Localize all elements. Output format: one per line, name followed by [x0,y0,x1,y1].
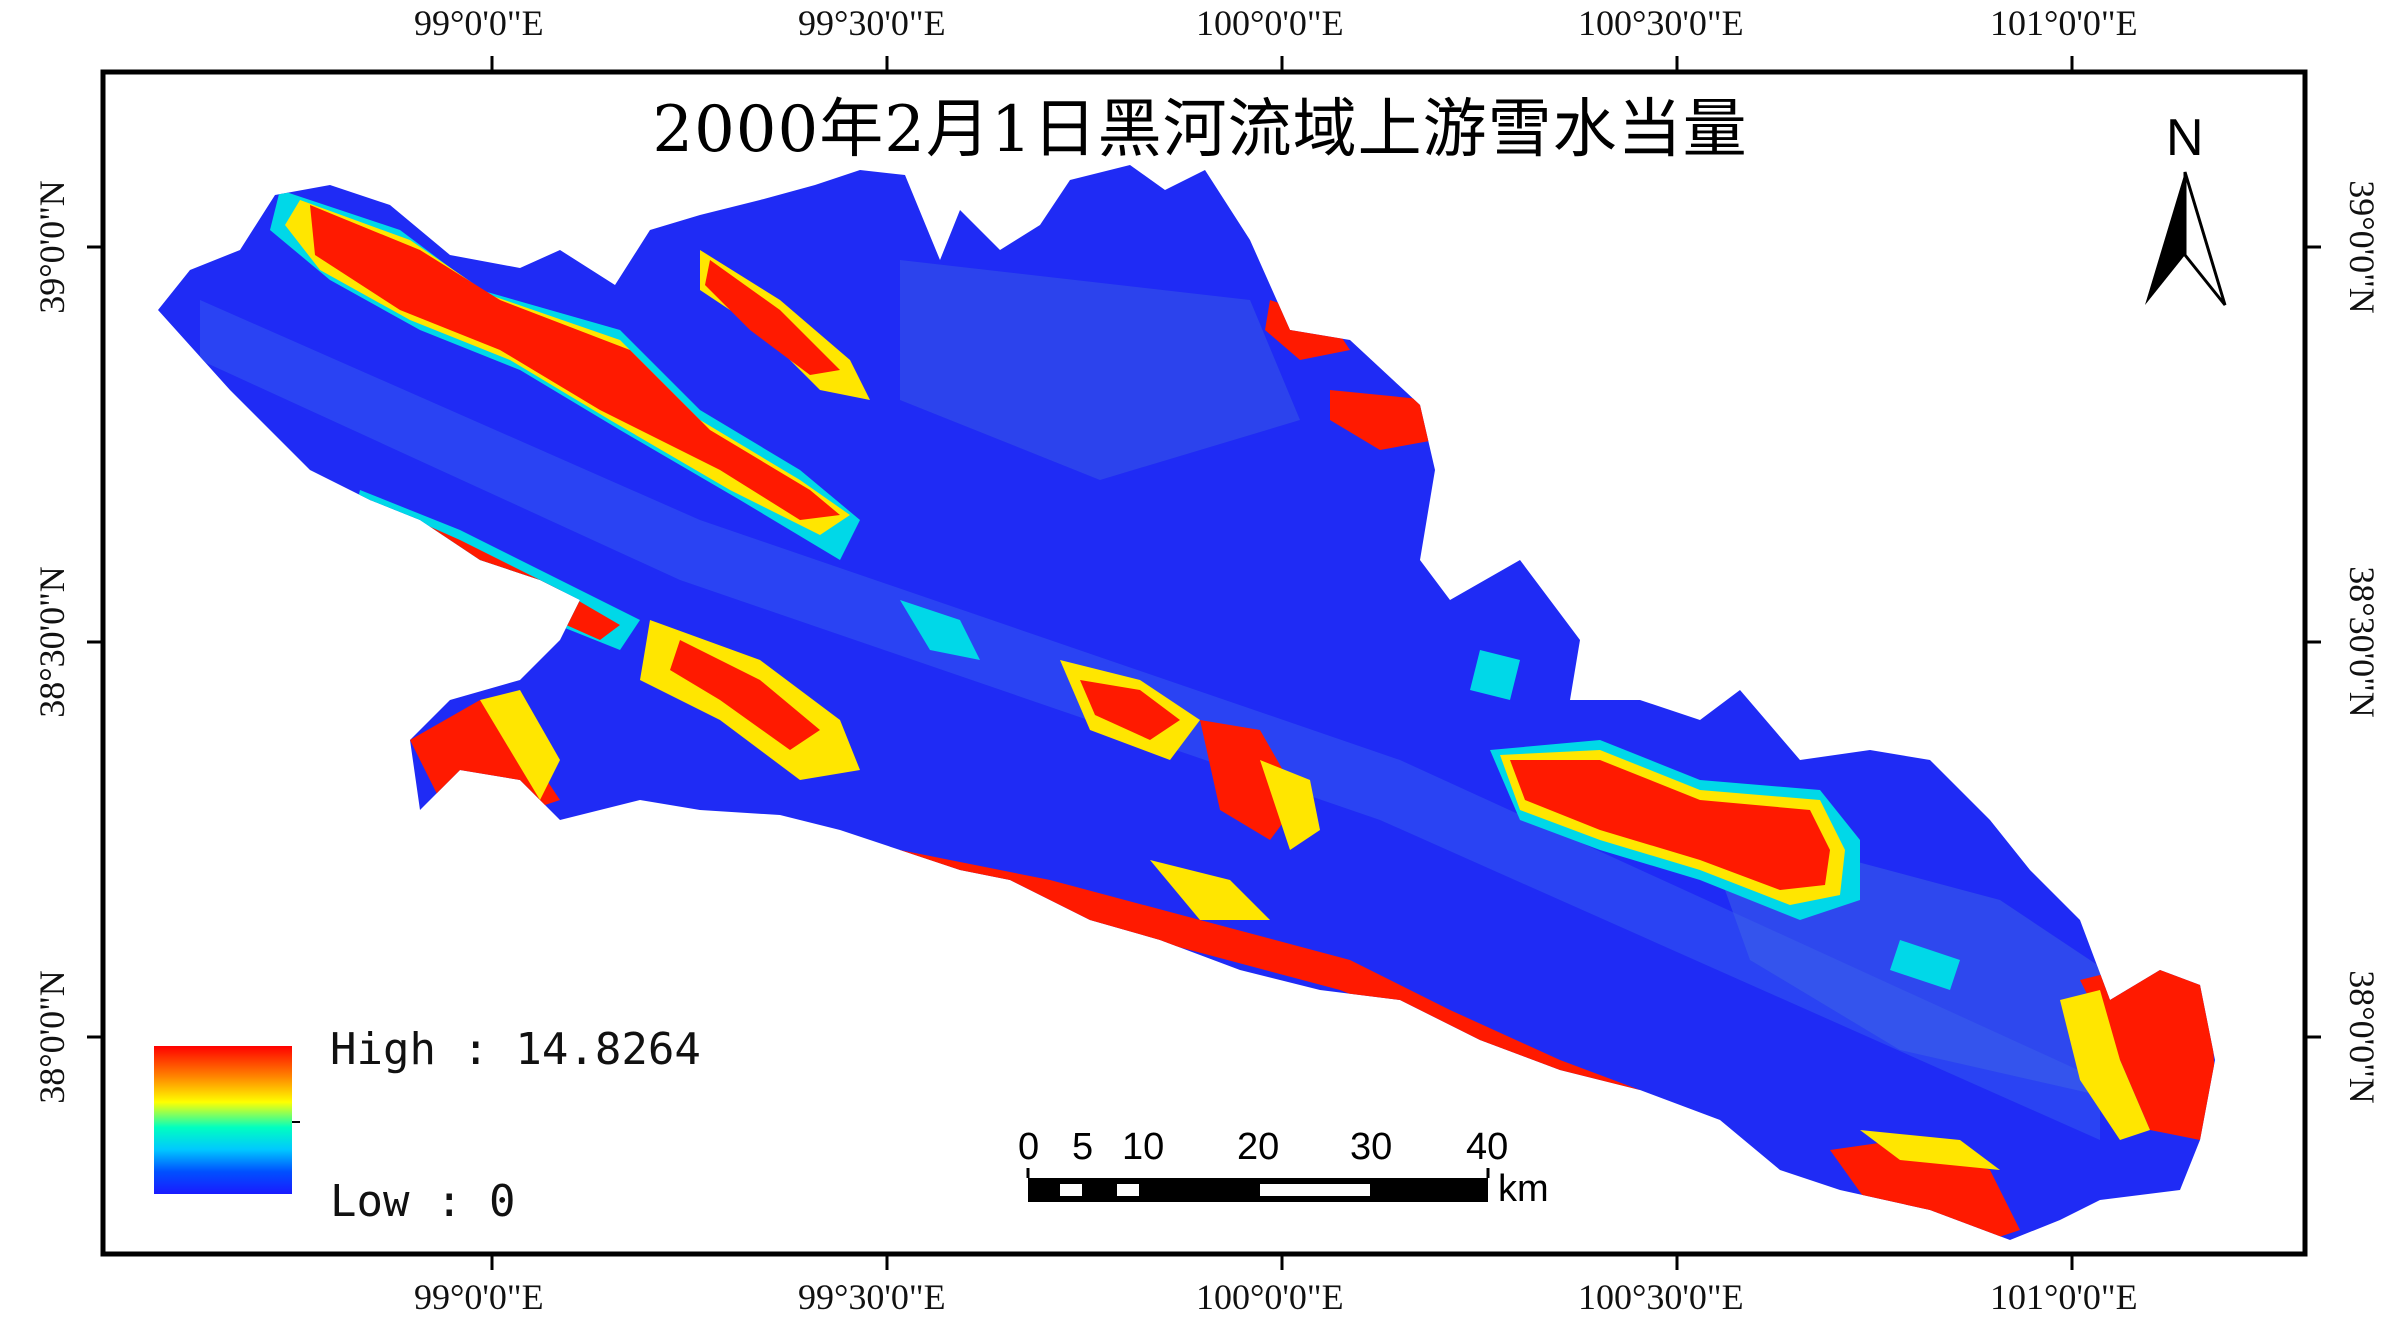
lon-label-bottom: 101°0'0"E [1990,1277,2138,1317]
lat-label-right: 38°0'0"N [2342,970,2382,1104]
lon-label-top: 99°30'0"E [798,3,946,43]
lon-label-bottom: 100°30'0"E [1578,1277,1744,1317]
scale-bar-label: 0 [1018,1126,1040,1168]
legend-color-ramp [154,1046,292,1194]
lon-label-top: 99°0'0"E [414,3,544,43]
north-arrow-label: N [2166,109,2204,167]
lat-label-right: 39°0'0"N [2342,180,2382,314]
graticule-ticks [87,56,2321,1270]
scale-bar [1026,1168,1490,1202]
legend-low-label: Low : 0 [330,1176,516,1227]
legend-high-label: High : 14.8264 [330,1024,701,1075]
map-title: 2000年2月1日黑河流域上游雪水当量 [652,93,1748,167]
scale-bar-unit: km [1498,1168,1549,1210]
lat-label-right: 38°30'0"N [2342,566,2382,718]
scale-bar-label: 10 [1122,1126,1165,1168]
lon-label-bottom: 100°0'0"E [1196,1277,1344,1317]
map-frame [100,69,2308,1257]
lon-label-top: 100°0'0"E [1196,3,1344,43]
lon-label-bottom: 99°0'0"E [414,1277,544,1317]
lon-label-top: 100°30'0"E [1578,3,1744,43]
lat-label-left: 38°30'0"N [32,566,72,718]
north-arrow-icon [2145,171,2227,306]
lat-label-left: 38°0'0"N [32,970,72,1104]
basin-raster [158,165,2215,1240]
scale-bar-label: 30 [1350,1126,1393,1168]
scale-bar-label: 40 [1466,1126,1509,1168]
lat-label-left: 39°0'0"N [32,180,72,314]
lon-label-bottom: 99°30'0"E [798,1277,946,1317]
lon-label-top: 101°0'0"E [1990,3,2138,43]
scale-bar-label: 5 [1072,1126,1094,1168]
scale-bar-label: 20 [1237,1126,1280,1168]
